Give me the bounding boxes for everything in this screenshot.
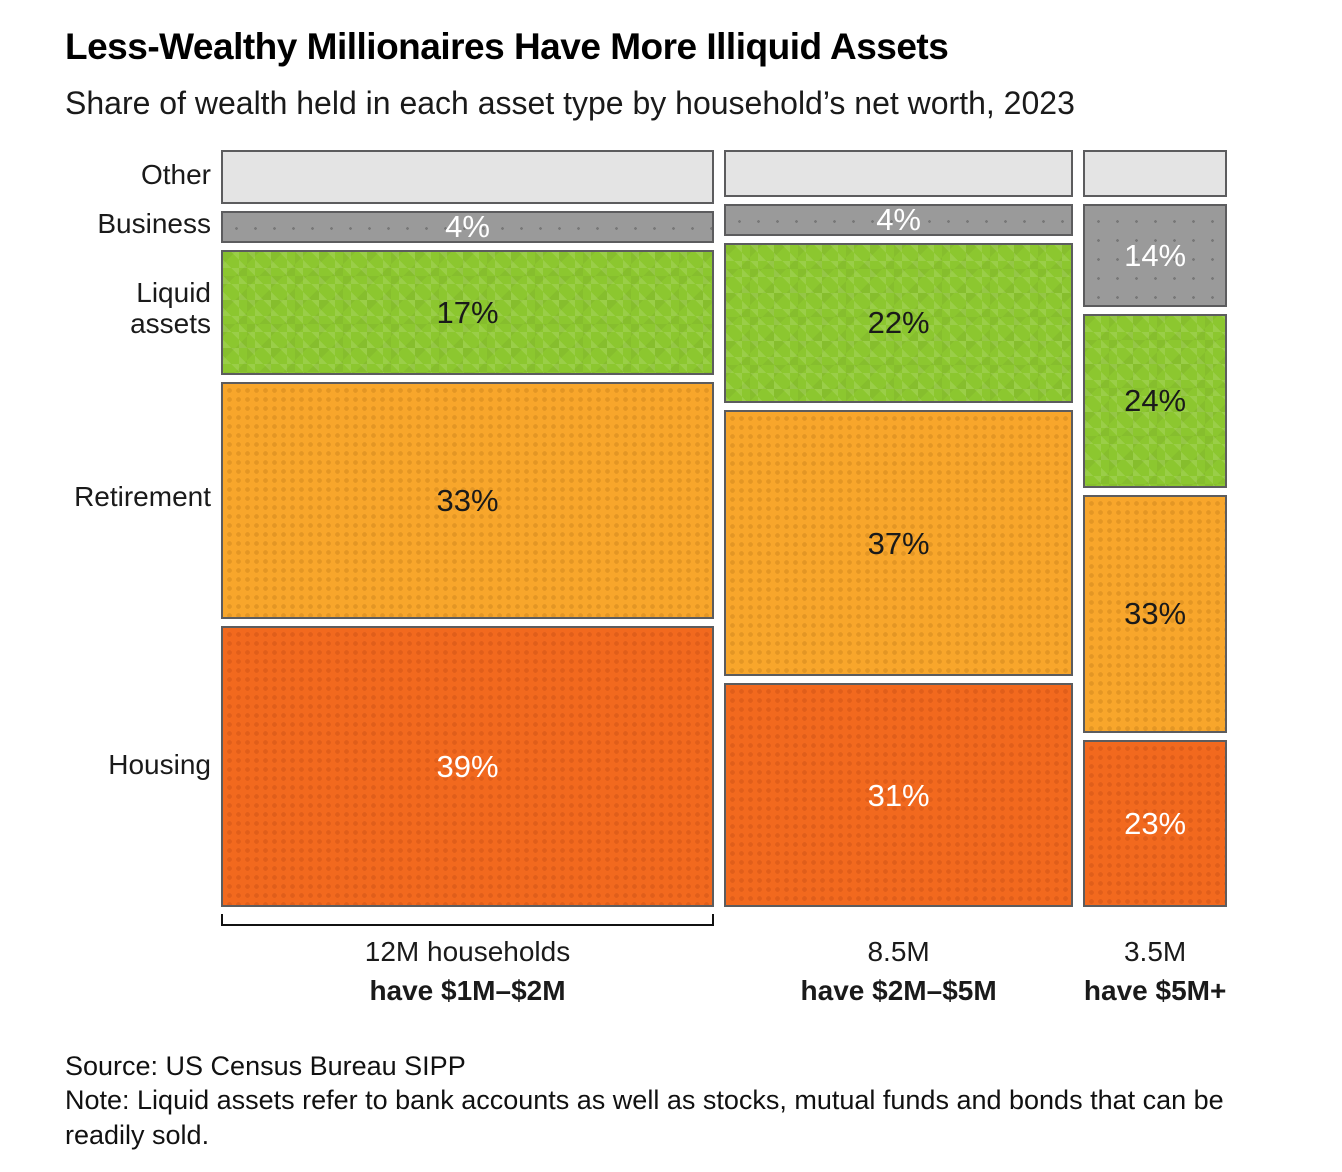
block-business-col3: 14% (1083, 203, 1227, 307)
page-subtitle: Share of wealth held in each asset type … (65, 85, 1075, 121)
caption-col1: 12M households have $1M–$2M (221, 914, 714, 1007)
block-other-col2 (724, 150, 1074, 197)
row-labels: Other Business Liquid assets Retirement Hous… (65, 150, 211, 907)
row-label-business: Business (97, 207, 211, 239)
block-value-label: 22% (867, 305, 930, 341)
block-housing-col3: 23% (1083, 739, 1227, 907)
block-retirement-col1: 33% (221, 381, 714, 620)
block-business-col1: 4% (221, 209, 714, 245)
block-value-label: 4% (876, 202, 921, 238)
block-value-label: 14% (1124, 237, 1187, 273)
block-value-label: 31% (867, 777, 930, 813)
block-liquid-col3: 24% (1083, 313, 1227, 488)
block-value-label: 4% (445, 209, 490, 245)
page-title: Less-Wealthy Millionaires Have More Illi… (65, 26, 949, 67)
column-bracket (221, 914, 714, 926)
block-housing-col1: 39% (221, 626, 714, 907)
block-value-label: 33% (436, 483, 499, 518)
block-value-label: 17% (436, 294, 499, 330)
mosaic-chart: Other Business Liquid assets Retirement Hous… (65, 150, 1227, 908)
block-retirement-col3: 33% (1083, 494, 1227, 733)
block-value-label: 39% (436, 749, 499, 785)
block-liquid-col1: 17% (221, 249, 714, 375)
caption-networth-range: have $1M–$2M (369, 974, 566, 1006)
block-value-label: 23% (1124, 805, 1187, 841)
block-other-col1 (221, 150, 714, 204)
row-label-retirement: Retirement (74, 481, 211, 513)
column-3: 14% 24% 33% 23% (1083, 150, 1227, 907)
column-2: 4% 22% 37% 31% (724, 150, 1074, 908)
caption-households: 3.5M (1123, 936, 1187, 967)
methodology-note: Note: Liquid assets refer to bank accoun… (65, 1085, 1224, 1150)
caption-networth-range: have $5M+ (1083, 974, 1227, 1006)
block-liquid-col2: 22% (724, 242, 1074, 403)
row-label-housing: Housing (108, 749, 211, 781)
block-business-col2: 4% (724, 202, 1074, 238)
block-retirement-col2: 37% (724, 409, 1074, 677)
caption-households: 8.5M (867, 936, 930, 967)
captions: 12M households have $1M–$2M 8.5M have $2M–$… (65, 914, 1227, 1007)
block-value-label: 24% (1124, 383, 1187, 419)
row-label-other: Other (140, 159, 211, 191)
labels-spacer (65, 914, 211, 1007)
caption-col3: 3.5M have $5M+ (1083, 914, 1227, 1007)
footer: Source: US Census Bureau SIPP Note: Liqu… (65, 1049, 1277, 1152)
caption-col2: 8.5M have $2M–$5M (724, 914, 1073, 1007)
caption-networth-range: have $2M–$5M (800, 974, 997, 1006)
block-value-label: 37% (867, 525, 930, 561)
block-value-label: 33% (1124, 596, 1187, 632)
block-other-col3 (1083, 150, 1227, 197)
caption-households: 12M households (364, 936, 571, 967)
block-housing-col2: 31% (724, 683, 1074, 908)
columns: 4% 17% 33% 39% 4% 22% 37% 31% 14% 24% 33% 23% (221, 150, 1227, 908)
row-label-liquid: Liquid assets (130, 276, 211, 340)
column-1: 4% 17% 33% 39% (221, 150, 714, 907)
source-note: Source: US Census Bureau SIPP (65, 1051, 466, 1082)
